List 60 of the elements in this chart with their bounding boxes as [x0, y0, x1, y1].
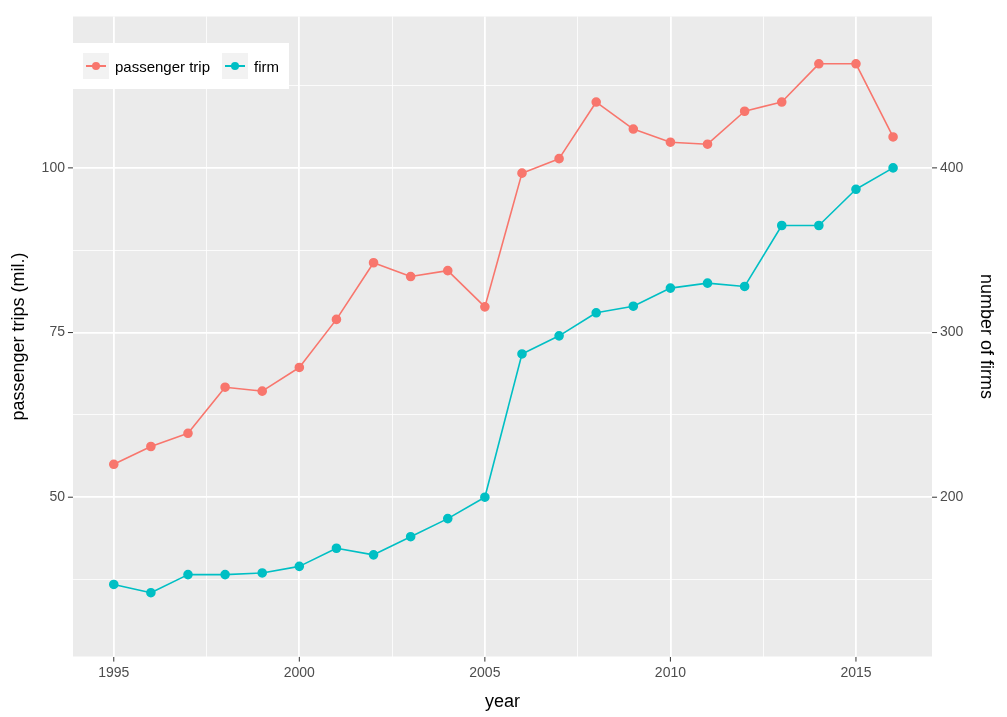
point: [368, 257, 379, 268]
point: [331, 314, 342, 325]
y-tick-label: 50: [49, 488, 66, 505]
y2-tick-label: 400: [940, 158, 964, 175]
y-axis-title: passenger trips (mil.): [7, 252, 28, 421]
legend-label: firm: [254, 57, 280, 75]
point: [665, 283, 676, 293]
point: [368, 550, 379, 560]
x-tick-label: 1995: [98, 663, 130, 680]
point: [628, 301, 639, 311]
point: [108, 579, 119, 590]
point: [739, 281, 750, 292]
point: [702, 278, 713, 288]
point: [442, 513, 453, 524]
point: [480, 492, 490, 503]
point: [554, 153, 564, 164]
point: [776, 97, 787, 107]
point: [480, 302, 490, 312]
point: [814, 220, 824, 231]
point: [294, 561, 305, 572]
point: [146, 441, 156, 452]
y-tick-label: 100: [41, 158, 66, 175]
x-tick-label: 2015: [840, 663, 872, 680]
point: [814, 59, 824, 69]
point: [220, 569, 230, 580]
point: [702, 139, 713, 149]
point: [888, 163, 898, 173]
y2-axis-title: number of firms: [977, 273, 998, 400]
x-tick-label: 2000: [283, 663, 316, 680]
legend-label: passenger trip: [114, 57, 211, 75]
point: [517, 168, 527, 178]
point: [517, 349, 527, 359]
point: [331, 543, 342, 554]
point: [591, 97, 601, 107]
point: [146, 587, 156, 598]
y-tick-label: 75: [49, 323, 66, 340]
point: [591, 307, 601, 318]
point: [442, 265, 453, 276]
point: [405, 531, 416, 542]
point: [108, 459, 119, 470]
point: [257, 568, 268, 578]
y2-tick-label: 300: [940, 323, 964, 340]
point: [739, 106, 750, 117]
point: [183, 428, 193, 439]
point: [405, 271, 416, 282]
point: [665, 137, 676, 147]
point: [776, 220, 787, 231]
point: [257, 386, 268, 396]
y2-tick-label: 200: [940, 488, 964, 505]
x-axis-title: year: [484, 691, 521, 712]
x-tick-label: 2010: [654, 663, 687, 680]
point: [294, 362, 305, 373]
point: [851, 59, 861, 69]
x-tick-label: 2005: [469, 663, 501, 680]
point: [554, 331, 564, 341]
point: [851, 184, 861, 195]
point: [220, 382, 230, 393]
point: [183, 569, 193, 580]
point: [628, 124, 639, 134]
point: [888, 132, 898, 142]
